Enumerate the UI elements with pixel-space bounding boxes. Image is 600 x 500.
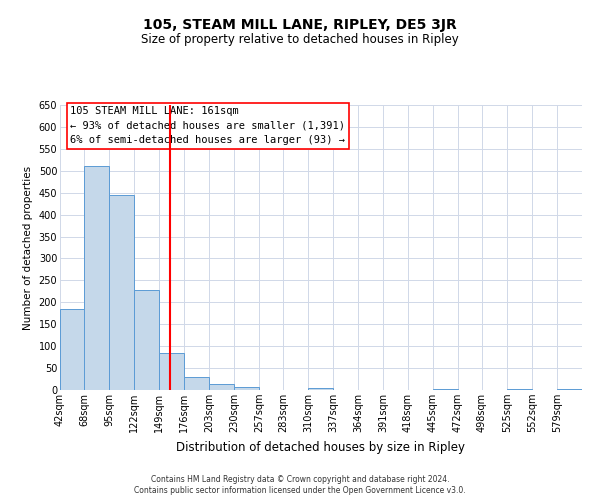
Bar [109, 195, 134, 390]
Bar [184, 377, 209, 390]
Text: Contains HM Land Registry data © Crown copyright and database right 2024.: Contains HM Land Registry data © Crown c… [151, 475, 449, 484]
Text: Size of property relative to detached houses in Ripley: Size of property relative to detached ho… [141, 32, 459, 46]
Bar [134, 290, 159, 390]
Y-axis label: Number of detached properties: Number of detached properties [23, 166, 33, 330]
Text: 105, STEAM MILL LANE, RIPLEY, DE5 3JR: 105, STEAM MILL LANE, RIPLEY, DE5 3JR [143, 18, 457, 32]
X-axis label: Distribution of detached houses by size in Ripley: Distribution of detached houses by size … [176, 440, 466, 454]
Bar [209, 384, 234, 390]
Bar [308, 388, 333, 390]
Bar [60, 309, 85, 390]
Bar [433, 388, 458, 390]
Bar [557, 388, 582, 390]
Bar [159, 352, 184, 390]
Bar [507, 389, 532, 390]
Text: Contains public sector information licensed under the Open Government Licence v3: Contains public sector information licen… [134, 486, 466, 495]
Bar [84, 166, 109, 390]
Bar [234, 387, 259, 390]
Text: 105 STEAM MILL LANE: 161sqm
← 93% of detached houses are smaller (1,391)
6% of s: 105 STEAM MILL LANE: 161sqm ← 93% of det… [70, 106, 346, 145]
